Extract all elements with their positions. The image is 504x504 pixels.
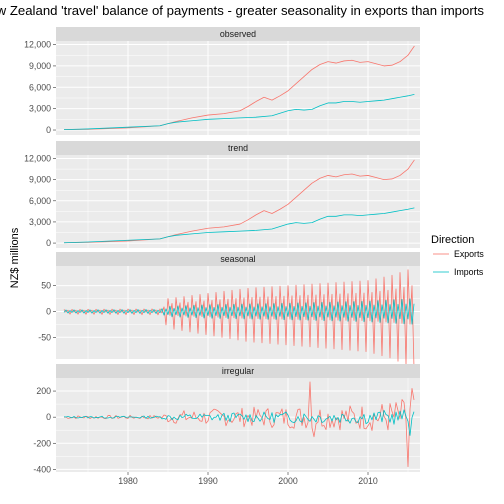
y-tick-label: 9,000 — [29, 175, 51, 185]
panel-seasonal: seasonal -50 0 50 — [38, 252, 420, 369]
x-tick-label: 1980 — [118, 476, 138, 486]
y-tick-label: 3,000 — [29, 217, 51, 227]
series-line-imports-seasonal — [63, 298, 415, 325]
legend-label-imports: Imports — [454, 267, 484, 277]
strip-label-irregular: irregular — [222, 366, 254, 376]
y-tick-label: 12,000 — [24, 40, 51, 50]
legend-title: Direction — [431, 234, 474, 246]
y-axis-title: NZ$ millions — [9, 227, 21, 288]
x-tick-label: 1990 — [198, 476, 218, 486]
y-tick-label: 50 — [41, 281, 51, 291]
panel-trend: trend 0 3,000 6,000 9,000 12,000 — [24, 141, 420, 248]
y-tick-label: 3,000 — [29, 104, 51, 114]
x-axis: 1980 1990 2000 2010 — [118, 472, 378, 486]
x-tick-label: 2010 — [358, 476, 378, 486]
y-tick-label: -50 — [38, 332, 51, 342]
series-line-exports-trend — [63, 159, 415, 244]
series-line-imports-trend — [63, 207, 415, 244]
panel-background-irregular — [56, 378, 420, 472]
y-tick-label: 6,000 — [29, 82, 51, 92]
series-line-exports-seasonal — [63, 269, 415, 369]
series-line-exports-observed — [63, 45, 415, 131]
strip-trend — [56, 141, 420, 155]
facet-panels: observed 0 3,000 6,000 9,000 12,000 trend 0 3,00… — [24, 27, 420, 474]
y-tick-label: 200 — [36, 386, 51, 396]
strip-irregular — [56, 364, 420, 378]
panel-irregular: irregular -400 -200 0 200 — [33, 364, 420, 474]
y-tick-label: -200 — [33, 438, 51, 448]
y-tick-label: 9,000 — [29, 61, 51, 71]
strip-observed — [56, 27, 420, 41]
y-tick-label: 0 — [46, 125, 51, 135]
x-tick-label: 2000 — [278, 476, 298, 486]
y-tick-label: 6,000 — [29, 196, 51, 206]
y-tick-label: 0 — [46, 238, 51, 248]
panel-observed: observed 0 3,000 6,000 9,000 12,000 — [24, 27, 420, 135]
legend: Direction Exports Imports — [431, 234, 484, 277]
chart-title: New Zealand 'travel' balance of payments… — [0, 3, 484, 18]
strip-label-seasonal: seasonal — [220, 254, 255, 264]
legend-label-exports: Exports — [454, 249, 484, 259]
series-line-imports-observed — [63, 94, 415, 131]
y-tick-label: -400 — [33, 464, 51, 474]
y-tick-label: 0 — [46, 306, 51, 316]
strip-seasonal — [56, 252, 420, 266]
strip-label-trend: trend — [228, 143, 248, 153]
series-line-imports-irregular — [63, 409, 415, 436]
y-tick-label: 12,000 — [24, 154, 51, 164]
y-tick-label: 0 — [46, 412, 51, 422]
strip-label-observed: observed — [220, 29, 256, 39]
